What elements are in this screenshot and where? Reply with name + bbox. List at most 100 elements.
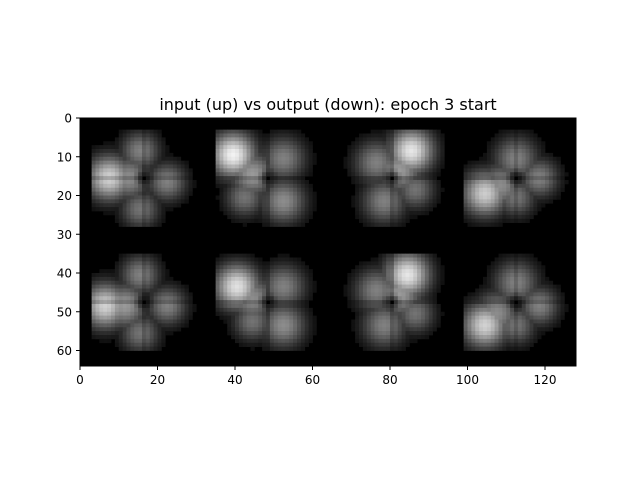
heatmap-cell — [529, 164, 534, 169]
heatmap-cell — [103, 284, 108, 289]
heatmap-cell — [285, 160, 290, 165]
heatmap-cell — [238, 133, 244, 138]
heatmap-cell — [529, 172, 534, 177]
heatmap-cell — [417, 152, 422, 158]
heatmap-cell — [281, 323, 286, 328]
heatmap-cell — [176, 284, 182, 289]
heatmap-cell — [173, 296, 178, 301]
heatmap-cell — [467, 346, 472, 351]
heatmap-cell — [134, 327, 139, 332]
heatmap-cell — [173, 195, 178, 200]
heatmap-cell — [548, 191, 554, 196]
heatmap-cell — [514, 199, 519, 204]
heatmap-cell — [366, 168, 371, 173]
heatmap-cell — [300, 315, 306, 320]
heatmap-cell — [304, 292, 309, 297]
heatmap-cell — [289, 214, 294, 220]
heatmap-cell — [219, 207, 224, 212]
heatmap-cell — [161, 284, 166, 289]
heatmap-cell — [347, 149, 352, 154]
heatmap-cell — [506, 257, 511, 262]
heatmap-cell — [432, 300, 437, 305]
heatmap-cell — [556, 160, 561, 165]
heatmap-cell — [304, 300, 309, 305]
heatmap-cell — [378, 222, 383, 227]
heatmap-cell — [494, 315, 499, 320]
heatmap-cell — [250, 335, 255, 340]
heatmap-cell — [463, 199, 468, 204]
heatmap-cell — [266, 269, 271, 274]
heatmap-cell — [273, 211, 278, 216]
heatmap-cell — [219, 160, 224, 165]
heatmap-cell — [498, 164, 503, 169]
heatmap-cell — [498, 280, 503, 285]
y-tick-label: 20 — [57, 189, 72, 203]
heatmap-cell — [250, 261, 255, 266]
heatmap-cell — [502, 292, 507, 297]
heatmap-cell — [238, 323, 244, 328]
heatmap-cell — [494, 199, 499, 204]
heatmap-cell — [300, 195, 306, 200]
heatmap-cell — [231, 300, 236, 305]
heatmap-cell — [250, 331, 255, 336]
heatmap-cell — [293, 304, 298, 309]
heatmap-cell — [118, 149, 123, 154]
heatmap-cell — [440, 273, 445, 278]
heatmap-cell — [545, 172, 550, 177]
heatmap-cell — [107, 187, 112, 192]
heatmap-cell — [506, 335, 511, 340]
heatmap-cell — [370, 296, 375, 301]
heatmap-cell — [382, 211, 387, 216]
heatmap-cell — [138, 269, 143, 274]
heatmap-cell — [409, 180, 414, 185]
heatmap-cell — [432, 292, 437, 297]
heatmap-cell — [114, 176, 120, 181]
heatmap-cell — [405, 199, 410, 204]
heatmap-cell — [351, 304, 356, 309]
heatmap-cell — [304, 214, 309, 220]
heatmap-cell — [254, 265, 259, 270]
heatmap-cell — [184, 292, 189, 297]
heatmap-cell — [525, 265, 530, 270]
heatmap-cell — [370, 304, 375, 309]
heatmap-cell — [548, 300, 554, 305]
heatmap-cell — [107, 273, 112, 278]
heatmap-cell — [517, 203, 523, 208]
heatmap-cell — [424, 137, 430, 142]
heatmap-cell — [424, 207, 430, 212]
heatmap-cell — [238, 315, 244, 320]
heatmap-cell — [556, 168, 561, 173]
heatmap-cell — [359, 164, 364, 169]
heatmap-cell — [304, 195, 309, 200]
heatmap-cell — [366, 141, 371, 146]
heatmap-cell — [432, 137, 437, 142]
heatmap-cell — [382, 141, 387, 146]
heatmap-cell — [366, 323, 371, 328]
heatmap-cell — [297, 257, 302, 262]
heatmap-cell — [258, 276, 263, 282]
heatmap-cell — [366, 133, 371, 138]
heatmap-cell — [393, 331, 399, 336]
heatmap-cell — [471, 304, 476, 309]
heatmap-cell — [424, 327, 430, 332]
heatmap-cell — [471, 307, 476, 313]
heatmap-cell — [362, 191, 368, 196]
heatmap-cell — [428, 280, 433, 285]
heatmap-cell — [366, 176, 371, 181]
heatmap-cell — [424, 292, 430, 297]
heatmap-cell — [130, 307, 135, 313]
heatmap-cell — [250, 253, 255, 258]
heatmap-cell — [393, 288, 399, 293]
heatmap-cell — [134, 176, 139, 181]
heatmap-cell — [235, 141, 240, 146]
heatmap-cell — [111, 176, 116, 181]
heatmap-cell — [242, 191, 247, 196]
heatmap-cell — [359, 218, 364, 223]
heatmap-cell — [417, 265, 422, 270]
heatmap-cell — [413, 307, 418, 313]
heatmap-cell — [130, 133, 135, 138]
heatmap-cell — [103, 323, 108, 328]
heatmap-cell — [285, 214, 290, 220]
heatmap-cell — [223, 187, 228, 192]
heatmap-cell — [359, 187, 364, 192]
